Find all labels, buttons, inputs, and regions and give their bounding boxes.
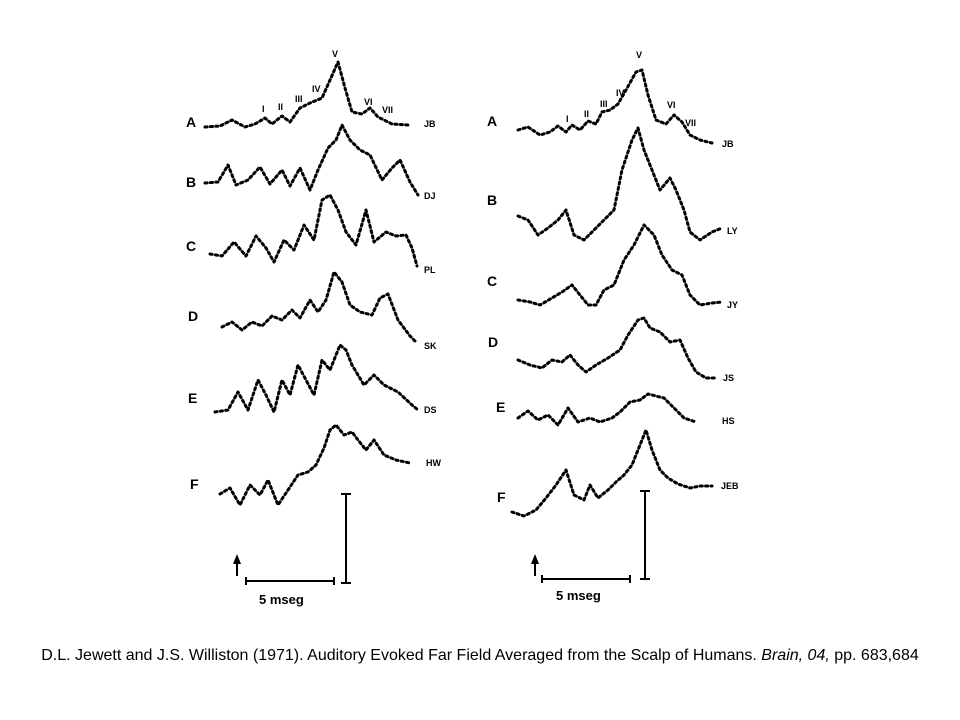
- panel-right: A B C D E F JB LY JY JS HS JEB I II III …: [487, 50, 739, 603]
- peak-label: III: [600, 99, 608, 109]
- subject-label: HW: [426, 458, 441, 468]
- row-letter: F: [190, 476, 199, 492]
- row-letter: C: [487, 273, 497, 289]
- subject-label: JB: [722, 139, 734, 149]
- caption-journal: Brain, 04,: [761, 647, 830, 664]
- time-scale-label: 5 mseg: [556, 588, 601, 603]
- waveform-trace: [510, 428, 714, 518]
- row-letter: E: [496, 399, 505, 415]
- row-letter: A: [487, 113, 497, 129]
- waveform-trace: [516, 223, 724, 307]
- peak-label: I: [566, 114, 569, 124]
- subject-label: DS: [424, 405, 437, 415]
- subject-label: LY: [727, 226, 738, 236]
- peak-label: IV: [616, 88, 625, 98]
- subject-label: JY: [727, 300, 738, 310]
- peak-label: V: [636, 50, 642, 60]
- row-letter: B: [487, 192, 497, 208]
- row-letter: C: [186, 238, 196, 254]
- figure-caption: D.L. Jewett and J.S. Williston (1971). A…: [40, 645, 920, 667]
- panel-left: A B C D E F JB DJ PL SK DS HW I II III I…: [186, 49, 441, 607]
- subject-label: JS: [723, 373, 734, 383]
- peak-label: IV: [312, 84, 321, 94]
- time-scale-label: 5 mseg: [259, 592, 304, 607]
- row-letter: F: [497, 489, 506, 505]
- peak-label: III: [295, 94, 303, 104]
- peak-label: VII: [685, 118, 696, 128]
- peak-label: II: [584, 109, 589, 119]
- row-letter: D: [488, 334, 498, 350]
- peak-label: VII: [382, 105, 393, 115]
- figure-waveforms: A B C D E F JB DJ PL SK DS HW I II III I…: [186, 49, 739, 607]
- subject-label: HS: [722, 416, 735, 426]
- peak-label: I: [262, 104, 265, 114]
- waveform-trace: [516, 316, 718, 380]
- subject-label: JEB: [721, 481, 739, 491]
- peak-label: II: [278, 102, 283, 112]
- waveform-trace: [218, 423, 412, 507]
- row-letter: A: [186, 114, 196, 130]
- stimulus-arrow-icon: [233, 554, 241, 576]
- waveform-trace: [516, 126, 724, 242]
- peak-label: VI: [667, 100, 676, 110]
- traces-right: [510, 68, 724, 518]
- waveform-trace: [203, 60, 410, 129]
- waveform-trace: [516, 68, 714, 145]
- peak-label: V: [332, 49, 338, 59]
- row-letter: B: [186, 174, 196, 190]
- waveform-trace: [203, 123, 420, 197]
- subject-label: JB: [424, 119, 436, 129]
- subject-label: PL: [424, 265, 436, 275]
- caption-pages: pp. 683,684: [829, 647, 919, 664]
- waveform-trace: [213, 343, 420, 414]
- traces-left: [203, 60, 420, 507]
- subject-label: SK: [424, 341, 437, 351]
- waveform-trace: [220, 270, 418, 344]
- subject-label: DJ: [424, 191, 436, 201]
- stimulus-arrow-icon: [531, 554, 539, 576]
- row-letter: E: [188, 390, 197, 406]
- waveform-trace: [208, 193, 419, 268]
- caption-text: D.L. Jewett and J.S. Williston (1971). A…: [41, 647, 762, 664]
- peak-label: VI: [364, 97, 373, 107]
- row-letter: D: [188, 308, 198, 324]
- waveform-trace: [516, 392, 698, 427]
